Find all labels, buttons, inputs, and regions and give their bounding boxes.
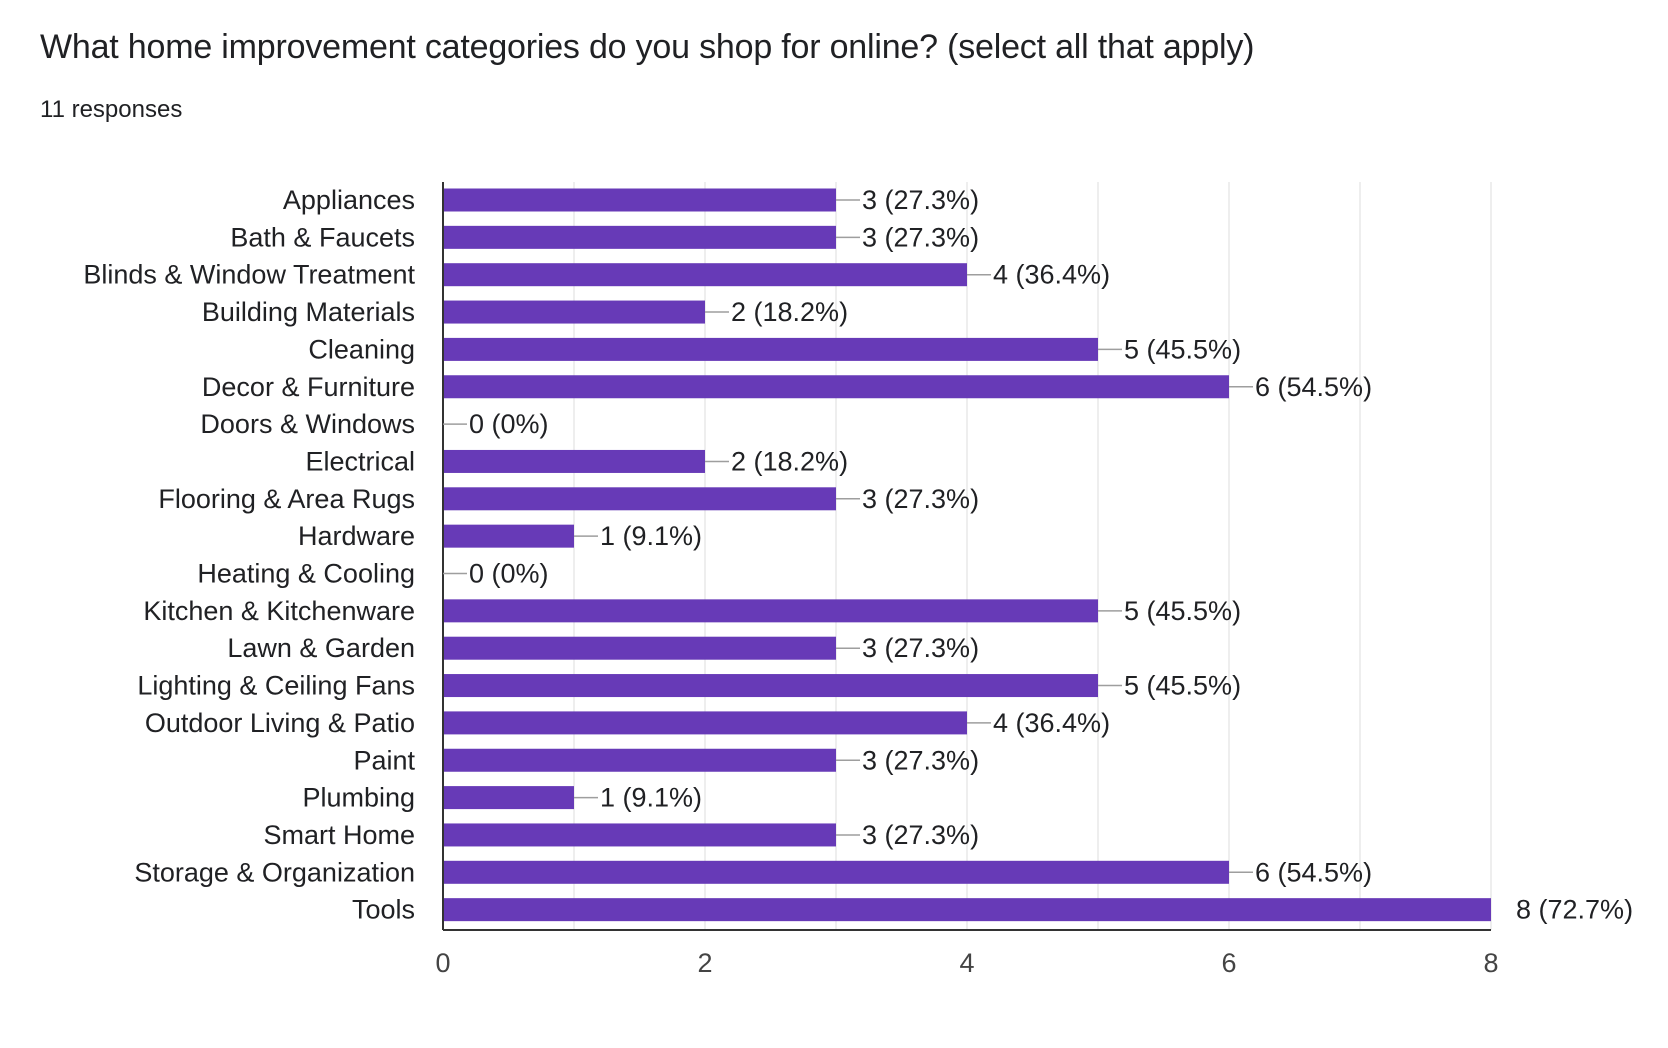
bar bbox=[443, 860, 1229, 884]
data-label: 4 (36.4%) bbox=[993, 260, 1110, 290]
data-label: 1 (9.1%) bbox=[600, 783, 702, 813]
data-label: 3 (27.3%) bbox=[862, 185, 979, 215]
bars bbox=[443, 188, 1491, 922]
category-label: Electrical bbox=[305, 446, 415, 476]
response-count: 11 responses bbox=[40, 96, 183, 123]
category-label: Appliances bbox=[283, 185, 415, 215]
bar bbox=[443, 375, 1229, 399]
bar bbox=[443, 748, 836, 772]
x-tick-label: 2 bbox=[697, 948, 712, 978]
category-label: Cleaning bbox=[308, 334, 415, 364]
bar bbox=[443, 898, 1491, 922]
data-label: 6 (54.5%) bbox=[1255, 857, 1372, 887]
bar bbox=[443, 599, 1098, 623]
question-title: What home improvement categories do you … bbox=[40, 28, 1255, 66]
labels: Appliances 3 (27.3%) Bath & Faucets 3 (27.3… bbox=[83, 185, 1633, 925]
category-label: Building Materials bbox=[202, 297, 415, 327]
category-label: Bath & Faucets bbox=[230, 222, 415, 252]
bar bbox=[443, 188, 836, 212]
x-tick-label: 6 bbox=[1221, 948, 1236, 978]
x-tick-label: 8 bbox=[1483, 948, 1498, 978]
bar bbox=[443, 263, 967, 287]
bar bbox=[443, 487, 836, 511]
category-label: Plumbing bbox=[302, 783, 415, 813]
data-label: 3 (27.3%) bbox=[862, 745, 979, 775]
bar bbox=[443, 823, 836, 847]
category-label: Heating & Cooling bbox=[197, 559, 415, 589]
bar bbox=[443, 636, 836, 660]
data-label: 0 (0%) bbox=[469, 559, 549, 589]
category-label: Lighting & Ceiling Fans bbox=[137, 671, 415, 701]
data-label: 5 (45.5%) bbox=[1124, 334, 1241, 364]
category-label: Kitchen & Kitchenware bbox=[143, 596, 415, 626]
data-label: 3 (27.3%) bbox=[862, 633, 979, 663]
data-label: 8 (72.7%) bbox=[1516, 895, 1633, 925]
category-label: Decor & Furniture bbox=[202, 372, 415, 402]
data-label: 0 (0%) bbox=[469, 409, 549, 439]
data-label: 5 (45.5%) bbox=[1124, 596, 1241, 626]
x-tick-label: 4 bbox=[959, 948, 974, 978]
data-label: 6 (54.5%) bbox=[1255, 372, 1372, 402]
data-label: 5 (45.5%) bbox=[1124, 671, 1241, 701]
category-label: Paint bbox=[353, 745, 415, 775]
data-label: 2 (18.2%) bbox=[731, 297, 848, 327]
bar bbox=[443, 449, 705, 473]
x-tick-label: 0 bbox=[435, 948, 450, 978]
data-label: 2 (18.2%) bbox=[731, 446, 848, 476]
category-label: Smart Home bbox=[263, 820, 415, 850]
category-label: Tools bbox=[352, 895, 415, 925]
category-label: Storage & Organization bbox=[134, 857, 415, 887]
category-label: Flooring & Area Rugs bbox=[158, 484, 415, 514]
category-label: Outdoor Living & Patio bbox=[145, 708, 415, 738]
data-label: 3 (27.3%) bbox=[862, 484, 979, 514]
category-label: Lawn & Garden bbox=[227, 633, 415, 663]
bar bbox=[443, 337, 1098, 361]
bar bbox=[443, 786, 574, 810]
bar bbox=[443, 225, 836, 249]
data-label: 4 (36.4%) bbox=[993, 708, 1110, 738]
category-label: Hardware bbox=[298, 521, 415, 551]
gridlines bbox=[573, 182, 1492, 930]
category-label: Blinds & Window Treatment bbox=[83, 260, 415, 290]
axes: 0 2 4 6 8 bbox=[435, 182, 1499, 978]
data-label: 3 (27.3%) bbox=[862, 222, 979, 252]
data-label: 3 (27.3%) bbox=[862, 820, 979, 850]
bar bbox=[443, 674, 1098, 698]
bar bbox=[443, 524, 574, 548]
data-label: 1 (9.1%) bbox=[600, 521, 702, 551]
bar bbox=[443, 711, 967, 735]
bar bbox=[443, 300, 705, 324]
category-label: Doors & Windows bbox=[200, 409, 415, 439]
